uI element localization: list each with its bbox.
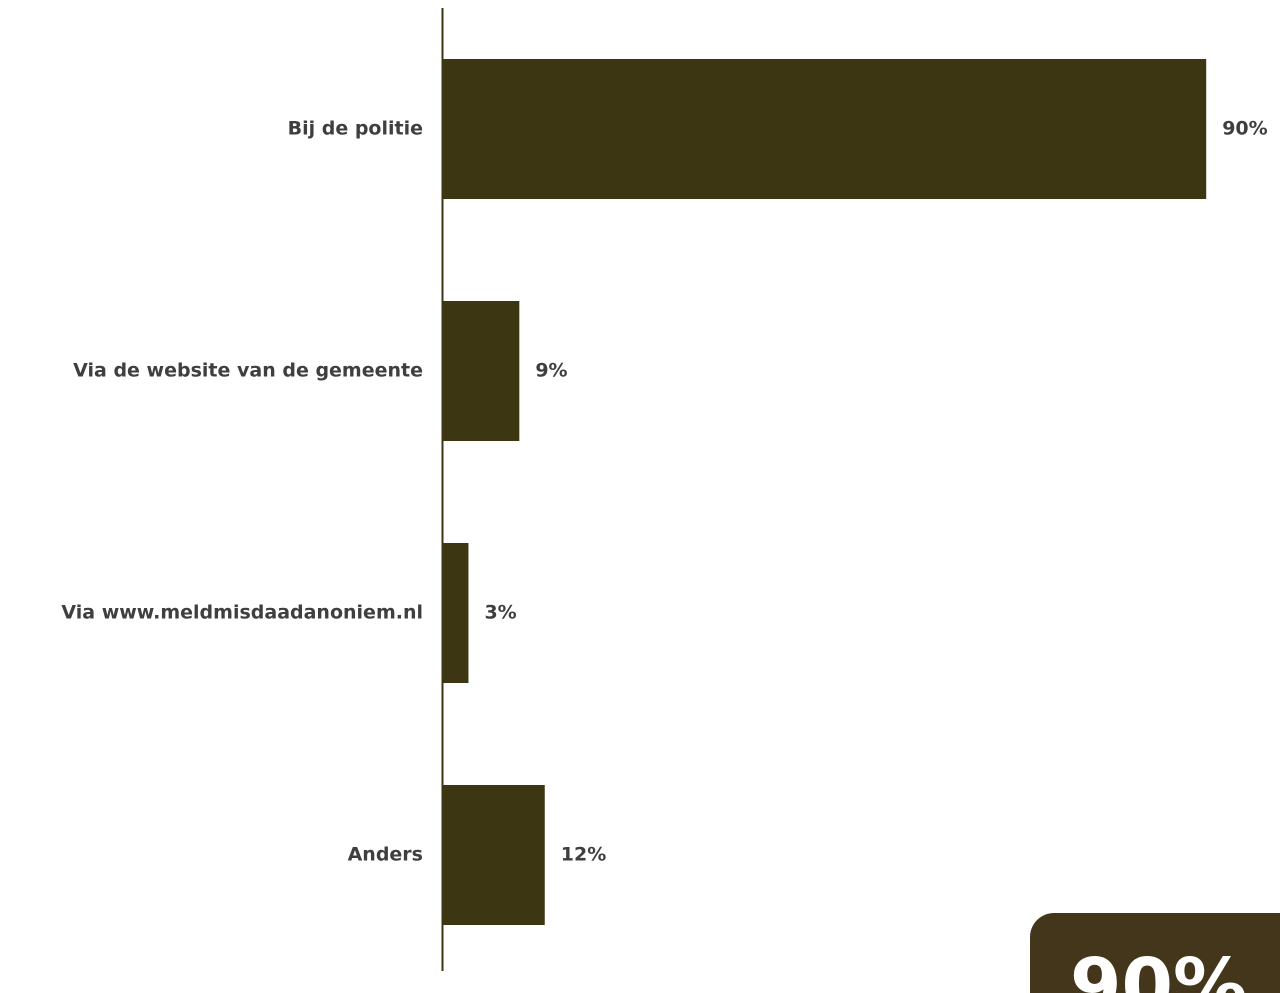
bar-1	[443, 59, 1207, 199]
bar-4	[443, 785, 545, 925]
category-label-2: Via de website van de gemeente	[73, 360, 423, 382]
category-labels-group: Bij de politie Via de website van de geme…	[61, 118, 423, 866]
bar-2	[443, 301, 520, 441]
category-label-4: Anders	[348, 844, 423, 866]
highlight-callout-value: 90%	[1070, 943, 1248, 993]
value-label-4: 12%	[561, 844, 606, 866]
value-labels-group: 90% 9% 3% 12%	[484, 118, 1267, 866]
bars-group	[443, 59, 1207, 925]
category-label-3: Via www.meldmisdaadanoniem.nl	[61, 602, 423, 624]
value-label-3: 3%	[484, 602, 516, 624]
bar-3	[443, 543, 469, 683]
value-label-2: 9%	[535, 360, 567, 382]
highlight-callout: 90%	[1030, 913, 1280, 993]
value-label-1: 90%	[1222, 118, 1267, 140]
category-label-1: Bij de politie	[288, 118, 423, 140]
bar-chart: Bij de politie Via de website van de geme…	[61, 8, 1268, 971]
